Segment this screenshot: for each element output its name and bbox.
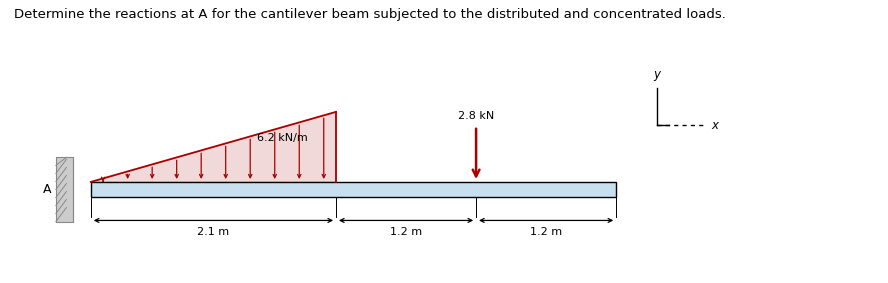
- Polygon shape: [91, 112, 336, 182]
- Text: 2.1 m: 2.1 m: [197, 228, 229, 237]
- Text: 2.8 kN: 2.8 kN: [458, 111, 495, 121]
- Text: x: x: [711, 119, 718, 132]
- Bar: [56, 157, 74, 222]
- Text: 6.2 kN/m: 6.2 kN/m: [257, 134, 307, 143]
- Text: y: y: [654, 68, 661, 81]
- Bar: [91, 182, 616, 197]
- Text: Determine the reactions at A for the cantilever beam subjected to the distribute: Determine the reactions at A for the can…: [14, 8, 726, 22]
- Text: 1.2 m: 1.2 m: [530, 228, 562, 237]
- Text: A: A: [43, 183, 52, 196]
- Text: 1.2 m: 1.2 m: [390, 228, 422, 237]
